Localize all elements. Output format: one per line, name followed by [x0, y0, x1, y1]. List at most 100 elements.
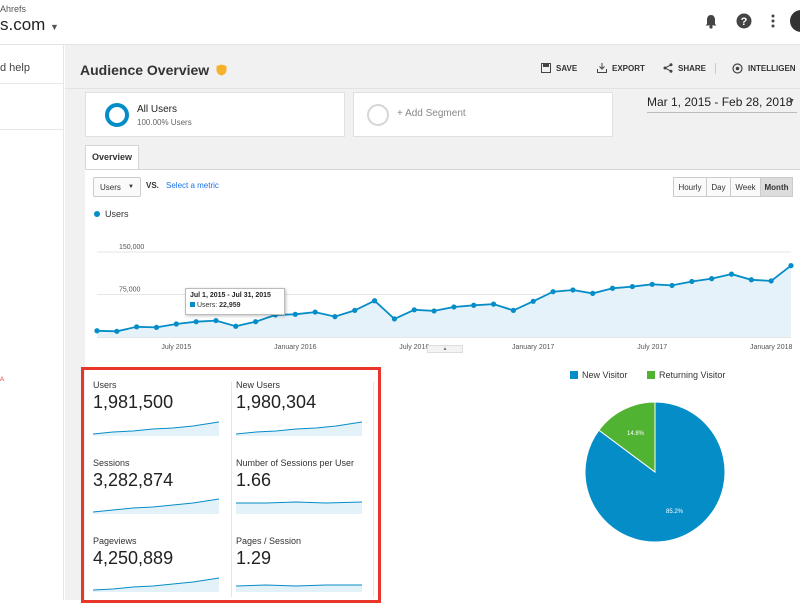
tooltip-value: 22,959	[219, 302, 241, 309]
data-point	[233, 323, 239, 329]
intelligence-label: INTELLIGEN	[748, 64, 796, 73]
data-point	[312, 309, 318, 315]
granularity-month[interactable]: Month	[761, 177, 793, 197]
data-point	[431, 308, 437, 314]
share-button[interactable]: SHARE	[663, 63, 706, 73]
segment-donut-icon	[105, 103, 129, 127]
metric-value: 1,981,500	[93, 392, 174, 412]
metric-tile-users[interactable]: Users 1,981,500	[93, 380, 233, 455]
metric-sparkline	[236, 501, 362, 514]
metric-value: 1,980,304	[236, 392, 317, 412]
help-icon[interactable]: ?	[735, 12, 753, 30]
users-line-chart[interactable]: Users 150,000 75,000 July 2015 January 2016 J…	[85, 200, 800, 365]
segment-percentage: 100.00% Users	[137, 118, 192, 127]
page-title: Audience Overview	[80, 62, 227, 78]
tooltip-series-swatch	[190, 302, 195, 307]
add-segment-button[interactable]: + Add Segment	[353, 92, 613, 137]
metric-value: 1.29	[236, 548, 272, 568]
save-label: SAVE	[556, 63, 578, 73]
data-point	[114, 328, 120, 334]
data-point	[253, 319, 259, 325]
granularity-day[interactable]: Day	[707, 177, 731, 197]
pie-slice-returning-visitor[interactable]	[598, 401, 656, 473]
save-button[interactable]: SAVE	[541, 63, 577, 73]
intelligence-button[interactable]: INTELLIGEN	[732, 63, 796, 74]
share-icon	[663, 63, 673, 73]
legend-swatch-returning	[647, 371, 655, 379]
pie-slice-label: 85.2%	[666, 509, 684, 515]
metric-tile-pages-per-session[interactable]: Pages / Session 1.29	[236, 536, 376, 611]
add-segment-label: + Add Segment	[397, 108, 466, 119]
segment-all-users[interactable]: All Users 100.00% Users	[85, 92, 345, 137]
legend-dot	[94, 211, 100, 217]
metric-dropdown-caret-icon: ▼	[128, 184, 134, 190]
account-label: Ahrefs	[0, 4, 27, 14]
x-tick-label: January 2016	[274, 344, 317, 351]
data-point	[709, 276, 715, 282]
account-name[interactable]: s.com	[0, 15, 46, 34]
select-metric-link[interactable]: Select a metric	[166, 181, 219, 190]
data-point	[689, 278, 695, 285]
metrics-divider	[231, 382, 232, 597]
data-point	[490, 301, 497, 307]
shield-icon	[216, 64, 227, 76]
metric-tile-new-users[interactable]: New Users 1,980,304	[236, 380, 376, 455]
notifications-icon[interactable]	[702, 12, 720, 30]
metric-value: 4,250,889	[93, 548, 174, 568]
metric-sparkline	[93, 577, 219, 592]
chart-collapse-handle-icon[interactable]: ▲	[427, 345, 463, 353]
tab-overview[interactable]: Overview	[85, 145, 140, 170]
data-point	[788, 263, 794, 269]
data-point	[292, 311, 298, 317]
export-button[interactable]: EXPORT	[597, 63, 645, 73]
toolbar-divider	[715, 63, 716, 74]
metric-tile-sessions[interactable]: Sessions 3,282,874	[93, 458, 233, 533]
metric-tile-pageviews[interactable]: Pageviews 4,250,889	[93, 536, 233, 611]
data-point	[193, 319, 199, 325]
segment-name: All Users	[137, 104, 178, 115]
vs-label: VS.	[146, 181, 159, 190]
metric-sparkline	[236, 584, 362, 592]
tooltip-value-row: Users: 22,959	[190, 302, 280, 309]
metric-tile-sessions-per-user[interactable]: Number of Sessions per User 1.66	[236, 458, 376, 533]
date-range-selector[interactable]: Mar 1, 2015 - Feb 28, 2018 ▼	[647, 95, 797, 113]
metric-sparkline	[236, 421, 362, 436]
share-label: SHARE	[678, 63, 707, 73]
sidebar-item-help[interactable]: d help	[0, 62, 30, 74]
avatar[interactable]	[790, 10, 800, 32]
granularity-week[interactable]: Week	[731, 177, 761, 197]
intelligence-icon	[732, 63, 743, 74]
y-tick-label: 75,000	[119, 287, 141, 294]
data-point	[550, 289, 556, 295]
data-point	[570, 287, 576, 293]
chart-tooltip: Jul 1, 2015 - Jul 31, 2015 Users: 22,959	[185, 288, 285, 315]
data-point	[451, 304, 457, 310]
metric-label: New Users	[236, 380, 281, 390]
overview-panel: Users ▼ VS. Select a metric Hourly Day W…	[81, 169, 800, 603]
users-line	[96, 264, 792, 333]
visitor-pie-chart[interactable]: 85.2% 14.8%	[575, 392, 735, 552]
data-point	[173, 321, 179, 327]
legend-label-returning: Returning Visitor	[659, 370, 726, 380]
data-point	[510, 307, 516, 313]
tab-bar: Overview	[85, 145, 140, 170]
sidebar-item-red-label[interactable]: A	[0, 377, 5, 383]
data-point	[153, 324, 160, 330]
metric-value: 3,282,874	[93, 470, 174, 490]
x-tick-label: July 2017	[637, 344, 667, 351]
granularity-hourly[interactable]: Hourly	[673, 177, 707, 197]
more-options-icon[interactable]	[764, 12, 782, 30]
metric-sparkline	[93, 421, 219, 436]
metric-label: Users	[93, 380, 117, 390]
metric-dropdown[interactable]: Users ▼	[93, 177, 141, 197]
y-tick-label: 150,000	[119, 244, 144, 251]
metric-value: 1.66	[236, 470, 272, 490]
legend-label: Users	[105, 209, 129, 219]
data-point	[372, 298, 378, 304]
data-point	[213, 317, 219, 324]
data-point	[590, 290, 596, 296]
sidebar: d help A	[0, 45, 64, 600]
account-dropdown-icon[interactable]: ▼	[50, 22, 59, 32]
legend-label-new: New Visitor	[582, 370, 628, 380]
granularity-switch: Hourly Day Week Month	[673, 177, 793, 197]
